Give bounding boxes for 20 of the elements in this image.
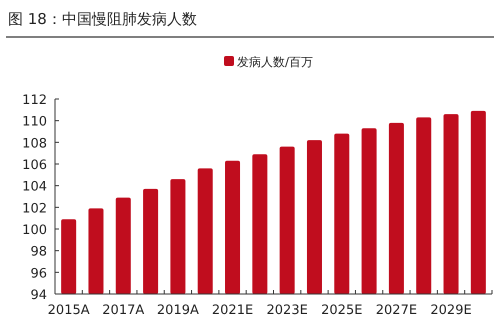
y-tick-label: 102 [22, 201, 47, 216]
y-tick-label: 110 [22, 114, 47, 130]
x-tick-label: 2021E [212, 303, 254, 318]
y-tick-label: 112 [22, 93, 47, 108]
x-tick-label: 2023E [266, 303, 308, 318]
x-tick-label: 2015A [48, 303, 90, 318]
x-tick-label: 2029E [430, 303, 472, 318]
y-tick-label: 100 [22, 223, 47, 238]
y-tick-label: 94 [30, 288, 47, 303]
x-tick-label: 2025E [321, 303, 362, 318]
chart-title: 图 18：中国慢阻肺发病人数 [8, 10, 197, 28]
y-tick-label: 98 [30, 244, 47, 260]
y-tick-label: 108 [22, 136, 47, 152]
legend-label: 发病人数/百万 [237, 55, 314, 69]
y-tick-label: 104 [22, 180, 47, 195]
x-tick-label: 2017A [102, 303, 144, 318]
y-tick-label: 106 [22, 158, 47, 173]
y-tick-label: 96 [30, 266, 47, 282]
x-tick-label: 2019A [156, 303, 199, 318]
x-tick-label: 2027E [376, 303, 418, 318]
